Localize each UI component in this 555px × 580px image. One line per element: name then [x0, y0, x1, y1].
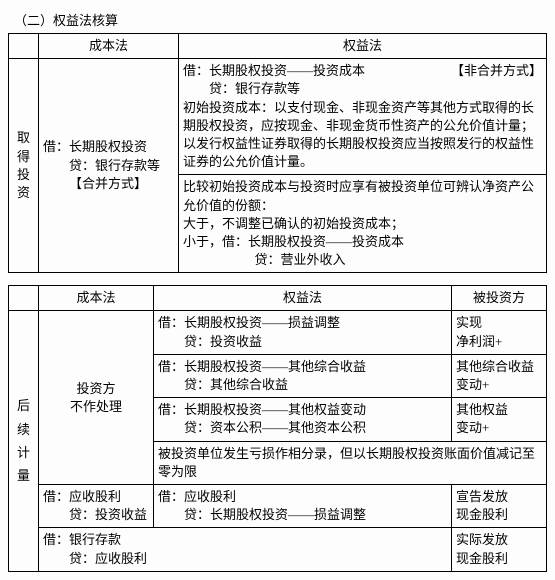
text-line: 贷：营业外收入 — [183, 251, 542, 269]
text-line: 大于，不调整已确认的初始投资成本； — [183, 215, 542, 233]
equity-cell: 借：长期股权投资——其他权益变动 贷：资本公积——其他资本公积 — [154, 398, 452, 441]
text-line: 小于，借：长期股权投资——投资成本 — [183, 233, 542, 251]
investee-cell: 其他权益 变动+ — [452, 398, 547, 441]
equity-cell-loss: 被投资单位发生亏损作相分录，但以长期股权投资账面价值减记至零为限 — [154, 441, 547, 484]
table-row: 借：银行存款 贷：应收股利 实际发放 现金股利 — [9, 528, 547, 571]
table-row: 借：应收股利 贷：投资收益 借：应收股利 贷：长期股权投资——损益调整 宣告发放… — [9, 484, 547, 527]
text-line: 【非合并方式】 — [451, 62, 542, 80]
table-row: 成本法 权益法 被投资方 — [9, 286, 547, 311]
equity-cell: 借：应收股利 贷：长期股权投资——损益调整 — [154, 484, 452, 527]
text-line: 贷：银行存款等 — [183, 80, 542, 98]
text-line: 借：长期股权投资——其他权益变动 — [158, 401, 447, 419]
row-label-subsequent: 后 续 计 量 — [9, 311, 39, 571]
text-line: 借：长期股权投资 — [43, 138, 174, 156]
cost-cell: 借：银行存款 贷：应收股利 — [39, 528, 452, 571]
text-line: 借：银行存款 — [43, 531, 447, 549]
investee-cell: 宣告发放 现金股利 — [452, 484, 547, 527]
text-line: 借：长期股权投资——投资成本 — [183, 62, 365, 80]
cost-cell-no-action: 投资方 不作处理 — [39, 311, 154, 485]
text-line: 贷：应收股利 — [43, 550, 447, 568]
col-header-investee: 被投资方 — [452, 286, 547, 311]
col-header-cost: 成本法 — [39, 34, 179, 59]
text-line: 【合并方式】 — [43, 175, 174, 193]
investee-cell: 实际发放 现金股利 — [452, 528, 547, 571]
equity-cell: 借：长期股权投资——其他综合收益 贷：其他综合收益 — [154, 354, 452, 397]
text-line: 比较初始投资成本与投资时应享有被投资单位可辨认净资产公允价值的份额： — [183, 178, 542, 214]
col-header-equity: 权益法 — [154, 286, 452, 311]
text-line: 贷：长期股权投资——损益调整 — [158, 506, 447, 524]
equity-cell-a: 借：长期股权投资——投资成本 【非合并方式】 贷：银行存款等 初始投资成本：以支… — [179, 59, 547, 175]
investee-cell: 其他综合收益 变动+ — [452, 354, 547, 397]
text-line: 借：应收股利 — [158, 488, 447, 506]
text-line: 贷：投资收益 — [158, 333, 447, 351]
row-label-acquisition: 取得 投资 — [9, 59, 39, 273]
equity-cell: 借：长期股权投资——损益调整 贷：投资收益 — [154, 311, 452, 354]
cost-cell: 借：长期股权投资 贷：银行存款等 【合并方式】 — [39, 59, 179, 273]
equity-cell-b: 比较初始投资成本与投资时应享有被投资单位可辨认净资产公允价值的份额： 大于，不调… — [179, 175, 547, 273]
text-line: 贷：投资收益 — [43, 506, 149, 524]
table-subsequent: 成本法 权益法 被投资方 后 续 计 量 投资方 不作处理 借：长期股权投资——… — [8, 285, 547, 571]
table-row: 后 续 计 量 投资方 不作处理 借：长期股权投资——损益调整 贷：投资收益 实… — [9, 311, 547, 354]
text-line: 借：长期股权投资——其他综合收益 — [158, 358, 447, 376]
text-line: 贷：资本公积——其他资本公积 — [158, 419, 447, 437]
table-acquisition: 成本法 权益法 取得 投资 借：长期股权投资 贷：银行存款等 【合并方式】 借：… — [8, 33, 547, 273]
table-row: 成本法 权益法 — [9, 34, 547, 59]
col-header-equity: 权益法 — [179, 34, 547, 59]
text-line: 借：应收股利 — [43, 488, 149, 506]
text-line: 借：长期股权投资——损益调整 — [158, 314, 447, 332]
text-line: 贷：其他综合收益 — [158, 376, 447, 394]
text-line: 贷：银行存款等 — [43, 157, 174, 175]
table-row: 取得 投资 借：长期股权投资 贷：银行存款等 【合并方式】 借：长期股权投资——… — [9, 59, 547, 175]
text-line: 初始投资成本：以支付现金、非现金资产等其他方式取得的长期股权投资，应按现金、非现… — [183, 99, 542, 172]
investee-cell: 实现 净利润+ — [452, 311, 547, 354]
blank-cell — [9, 286, 39, 311]
cost-cell: 借：应收股利 贷：投资收益 — [39, 484, 154, 527]
col-header-cost: 成本法 — [39, 286, 154, 311]
section-heading: （二）权益法核算 — [14, 10, 547, 29]
blank-cell — [9, 34, 39, 59]
